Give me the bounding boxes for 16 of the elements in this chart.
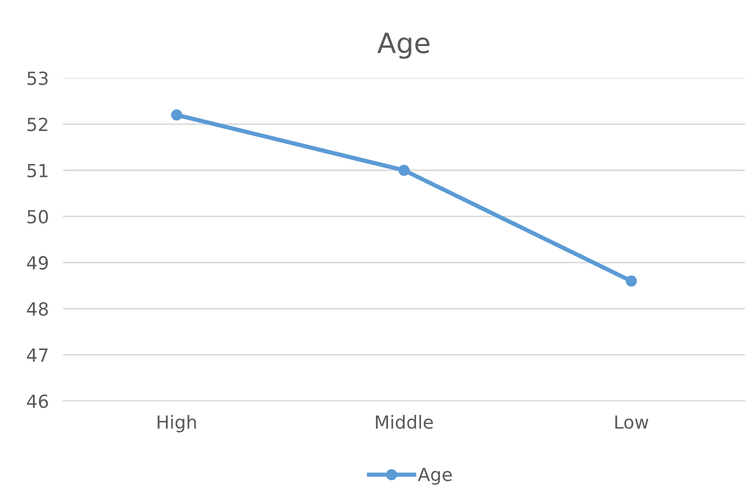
x-tick-label: Low bbox=[615, 415, 648, 429]
x-tick-label: High bbox=[158, 414, 196, 432]
legend-label: Age bbox=[418, 468, 452, 485]
point bbox=[398, 164, 410, 176]
y-tick-label: 53 bbox=[28, 71, 48, 86]
point bbox=[171, 109, 182, 120]
x-tick-label: Middle bbox=[376, 414, 433, 429]
point bbox=[626, 275, 637, 287]
y-tick-label: 47 bbox=[27, 348, 48, 362]
y-tick-label: 50 bbox=[28, 210, 48, 224]
y-tick-label: 46 bbox=[27, 394, 48, 408]
y-tick-label: 48 bbox=[27, 302, 48, 316]
y-tick-label: 52 bbox=[28, 118, 48, 132]
y-tick-label: 51 bbox=[28, 164, 48, 178]
y-tick-label: 49 bbox=[27, 256, 48, 270]
chart-title: Age bbox=[377, 32, 430, 59]
